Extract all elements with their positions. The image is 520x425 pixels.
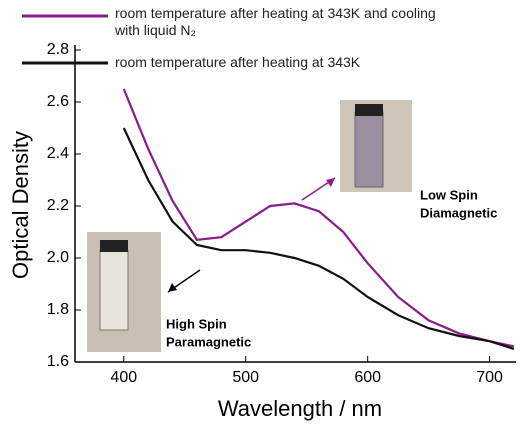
legend-label: room temperature after heating at 343K [115,54,361,70]
series-line [122,127,515,351]
y-tick-label: 1.6 [47,353,69,370]
vial [99,249,129,331]
y-tick-label: 2.0 [47,249,69,266]
y-tick-label: 2.4 [47,145,69,162]
y-tick-label: 2.6 [47,93,69,110]
annotation: Diamagnetic [420,205,497,220]
arrowhead [326,178,335,187]
y-tick-label: 1.8 [47,301,69,318]
annotation: Paramagnetic [166,334,251,349]
x-tick-label: 700 [476,369,503,386]
arrowhead [168,283,177,292]
y-tick-label: 2.8 [47,41,69,58]
vial [354,111,384,188]
annotation: Low Spin [420,187,478,202]
y-tick-label: 2.2 [47,197,69,214]
vial-cap [100,240,128,252]
series-line [122,88,515,348]
y-axis-label: Optical Density [8,131,33,279]
legend-label: room temperature after heating at 343K a… [115,5,436,38]
vial-cap [355,104,383,116]
x-tick-label: 400 [110,369,137,386]
x-tick-label: 600 [354,369,381,386]
x-axis-label: Wavelength / nm [218,396,382,421]
annotation: High Spin [166,316,227,331]
x-tick-label: 500 [232,369,259,386]
